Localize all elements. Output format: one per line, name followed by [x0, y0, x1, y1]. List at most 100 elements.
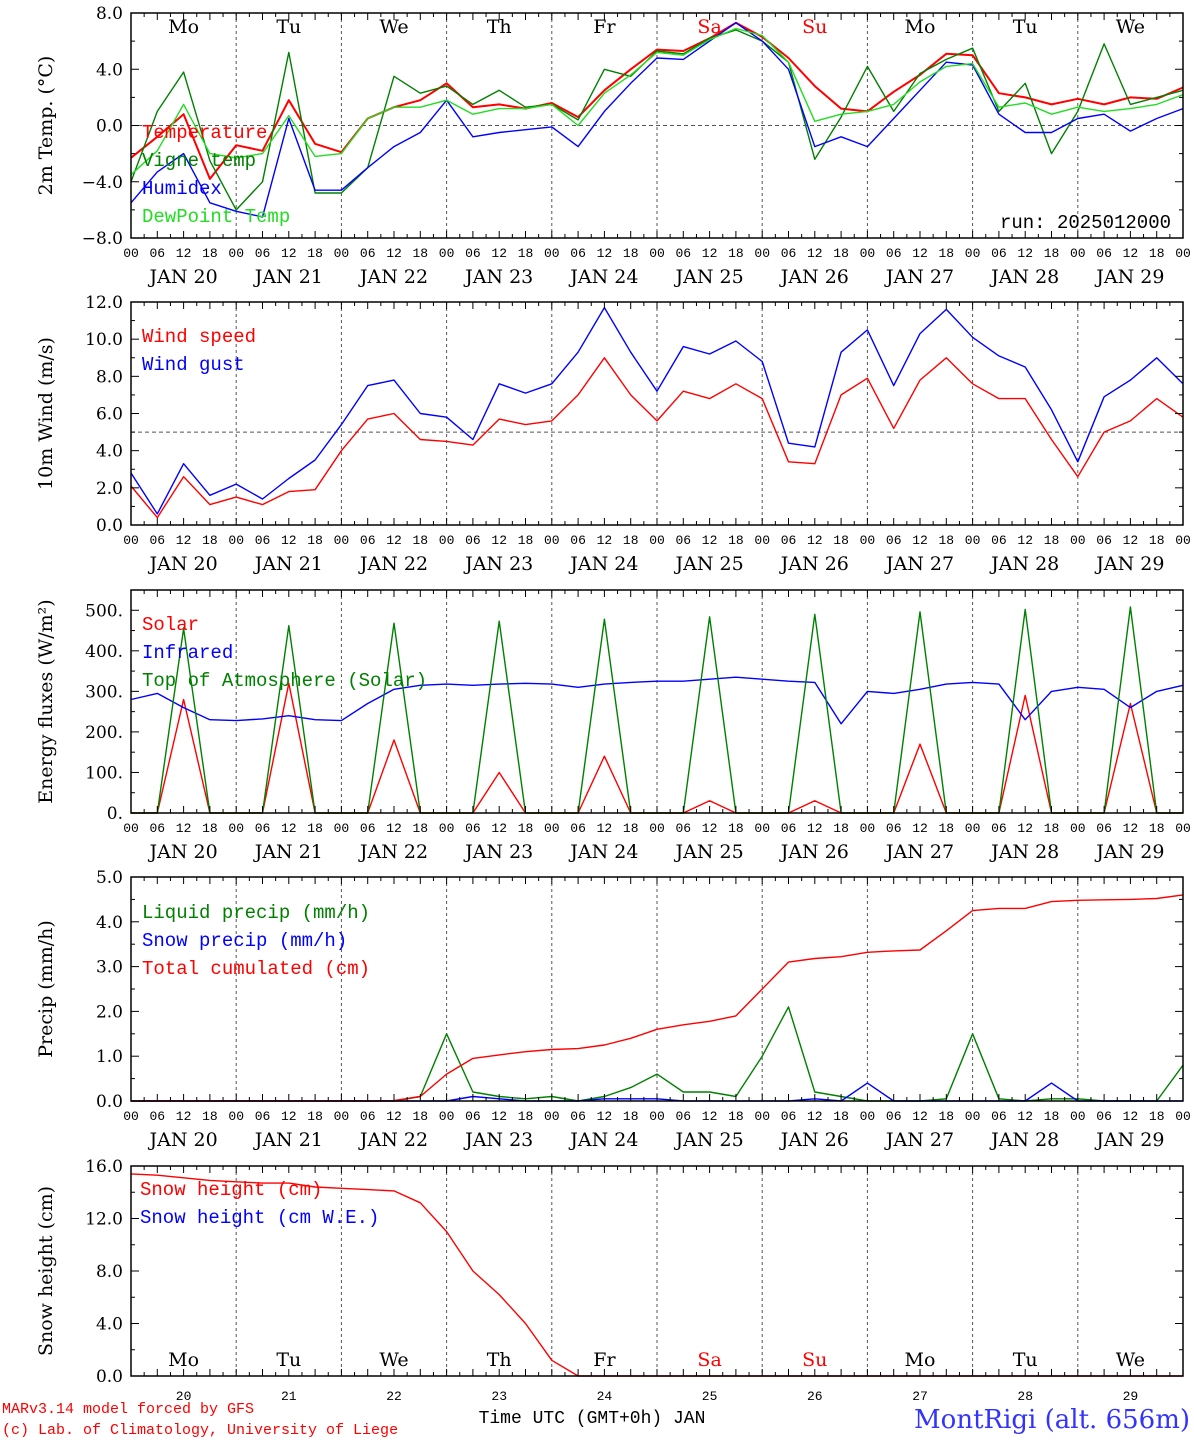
x-day-label: JAN 24 — [568, 553, 638, 575]
x-day-label: JAN 29 — [1094, 553, 1164, 575]
x-hour-label: 06 — [991, 821, 1007, 836]
x-day-label: JAN 21 — [253, 841, 323, 863]
x-day-number: 25 — [702, 1389, 718, 1404]
x-hour-label: 18 — [202, 246, 218, 261]
x-day-label: JAN 28 — [989, 1129, 1059, 1151]
weekday-label: Mo — [905, 1349, 936, 1371]
x-day-number: 20 — [176, 1389, 192, 1404]
x-hour-label: 18 — [938, 821, 954, 836]
weekday-label: Mo — [905, 16, 936, 38]
x-hour-label: 18 — [307, 1109, 323, 1124]
x-day-number: 28 — [1017, 1389, 1033, 1404]
x-hour-label: 18 — [307, 821, 323, 836]
weekday-label: We — [379, 1349, 408, 1371]
x-day-label: JAN 27 — [884, 266, 954, 288]
x-hour-label: 06 — [465, 1109, 481, 1124]
x-hour-label: 18 — [412, 821, 428, 836]
y-tick-label: 16.0 — [85, 1157, 123, 1177]
x-hour-label: 18 — [938, 246, 954, 261]
x-day-label: JAN 25 — [674, 841, 744, 863]
x-hour-label: 12 — [491, 821, 507, 836]
x-hour-label: 00 — [544, 533, 560, 548]
x-hour-label: 00 — [754, 246, 770, 261]
x-hour-label: 00 — [1070, 1109, 1086, 1124]
x-hour-label: 06 — [360, 533, 376, 548]
x-hour-label: 12 — [702, 533, 718, 548]
x-hour-label: 00 — [544, 246, 560, 261]
x-hour-label: 06 — [886, 1109, 902, 1124]
x-hour-label: 06 — [360, 246, 376, 261]
y-tick-label: 4.0 — [96, 913, 123, 933]
x-hour-label: 06 — [886, 821, 902, 836]
legend-entry: Liquid precip (mm/h) — [142, 902, 370, 924]
series-line-vigne-temp — [130, 29, 1184, 211]
x-hour-label: 12 — [597, 246, 613, 261]
y-axis-label: Energy fluxes (W/m²) — [35, 599, 57, 803]
x-hour-label: 18 — [307, 246, 323, 261]
x-day-label: JAN 23 — [463, 553, 533, 575]
weekday-label: Mo — [168, 1349, 199, 1371]
x-day-label: JAN 25 — [674, 553, 744, 575]
x-hour-label: 06 — [991, 1109, 1007, 1124]
x-hour-label: 00 — [439, 1109, 455, 1124]
x-hour-label: 06 — [255, 821, 271, 836]
x-hour-label: 06 — [149, 1109, 165, 1124]
x-hour-label: 00 — [1175, 246, 1191, 261]
x-hour-label: 12 — [1123, 821, 1139, 836]
legend-entry: Temperature — [142, 122, 267, 144]
x-hour-label: 18 — [623, 246, 639, 261]
x-day-label: JAN 27 — [884, 841, 954, 863]
y-axis-label: Snow height (cm) — [35, 1186, 57, 1356]
x-day-label: JAN 23 — [463, 1129, 533, 1151]
weekday-label: Fr — [593, 1349, 616, 1371]
x-hour-label: 00 — [860, 246, 876, 261]
weekday-label: Sa — [697, 16, 721, 38]
x-hour-label: 12 — [491, 533, 507, 548]
x-day-label: JAN 24 — [568, 266, 638, 288]
x-hour-label: 00 — [544, 1109, 560, 1124]
y-tick-label: 1.0 — [96, 1047, 123, 1067]
y-tick-label: 12.0 — [85, 293, 123, 313]
x-hour-label: 00 — [544, 821, 560, 836]
x-hour-label: 12 — [176, 246, 192, 261]
x-day-label: JAN 20 — [148, 553, 218, 575]
x-hour-label: 18 — [202, 533, 218, 548]
x-hour-label: 06 — [675, 821, 691, 836]
x-hour-label: 18 — [518, 533, 534, 548]
x-hour-label: 00 — [860, 533, 876, 548]
x-hour-label: 12 — [1123, 533, 1139, 548]
y-tick-label: 6.0 — [96, 405, 123, 425]
x-hour-label: 00 — [334, 533, 350, 548]
panels: −8.0 −4.0 0.0 4.0 8.0 2m Temp. (°C) 00 06 12 18 JA… — [35, 4, 1191, 1404]
legend-entry: Wind gust — [142, 354, 245, 376]
x-hour-label: 18 — [833, 246, 849, 261]
x-hour-label: 06 — [570, 821, 586, 836]
x-hour-label: 12 — [176, 1109, 192, 1124]
panel-4: 0.0 1.0 2.0 3.0 4.0 5.0 Precip (mm/h) 00 06 12 18 J… — [35, 868, 1191, 1151]
x-hour-label: 12 — [386, 533, 402, 548]
x-hour-label: 06 — [675, 246, 691, 261]
x-hour-label: 06 — [781, 246, 797, 261]
x-hour-label: 12 — [281, 533, 297, 548]
x-day-label: JAN 26 — [779, 841, 849, 863]
weekday-label: Fr — [593, 16, 616, 38]
weekday-label: Su — [802, 16, 827, 38]
x-hour-label: 00 — [334, 1109, 350, 1124]
x-day-number: 24 — [597, 1389, 613, 1404]
weekday-label: We — [1116, 1349, 1145, 1371]
x-day-label: JAN 22 — [358, 841, 428, 863]
weekday-label: Tu — [276, 16, 301, 38]
x-hour-label: 00 — [860, 821, 876, 836]
x-hour-label: 12 — [912, 1109, 928, 1124]
x-hour-label: 12 — [702, 1109, 718, 1124]
weekday-label: Sa — [697, 1349, 721, 1371]
x-hour-label: 06 — [255, 1109, 271, 1124]
x-day-label: JAN 27 — [884, 553, 954, 575]
x-hour-label: 00 — [754, 821, 770, 836]
x-hour-label: 12 — [807, 246, 823, 261]
x-hour-label: 00 — [965, 1109, 981, 1124]
x-day-number: 21 — [281, 1389, 297, 1404]
x-day-label: JAN 23 — [463, 266, 533, 288]
x-day-number: 23 — [491, 1389, 507, 1404]
